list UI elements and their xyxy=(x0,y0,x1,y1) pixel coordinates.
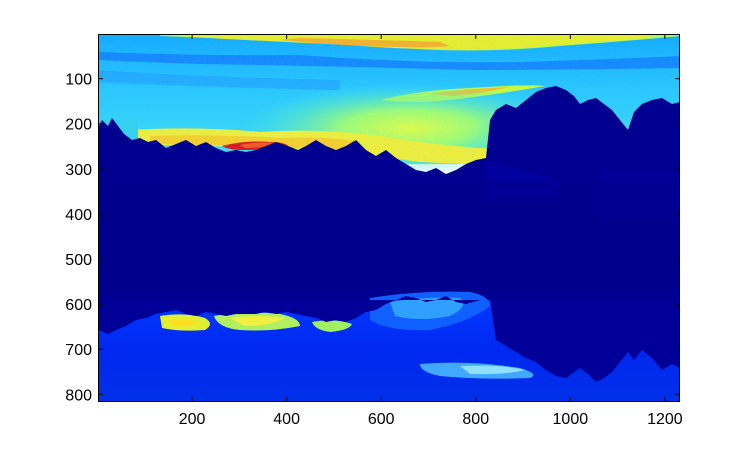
y-tick-label: 600 xyxy=(65,297,92,314)
y-tick-label: 200 xyxy=(65,117,92,134)
x-tick-label: 1200 xyxy=(647,411,683,428)
y-tick-label: 400 xyxy=(65,207,92,224)
image-area xyxy=(98,34,680,402)
tree-silhouettes-reflection xyxy=(98,296,680,382)
x-tick-label: 800 xyxy=(462,411,489,428)
x-tick-label: 1000 xyxy=(553,411,589,428)
axis-tick-labels: 200 400 600 800 1000 1200 100 200 300 400 500 600 70… xyxy=(65,72,682,428)
x-tick-label: 600 xyxy=(368,411,395,428)
y-tick-label: 800 xyxy=(65,387,92,404)
x-tick-label: 200 xyxy=(179,411,206,428)
axes-box xyxy=(98,34,680,402)
y-tick-label: 300 xyxy=(65,162,92,179)
y-tick-label: 500 xyxy=(65,252,92,269)
y-tick-label: 700 xyxy=(65,342,92,359)
x-tick-label: 400 xyxy=(273,411,300,428)
axis-ticks xyxy=(98,34,680,402)
y-tick-label: 100 xyxy=(65,72,92,89)
